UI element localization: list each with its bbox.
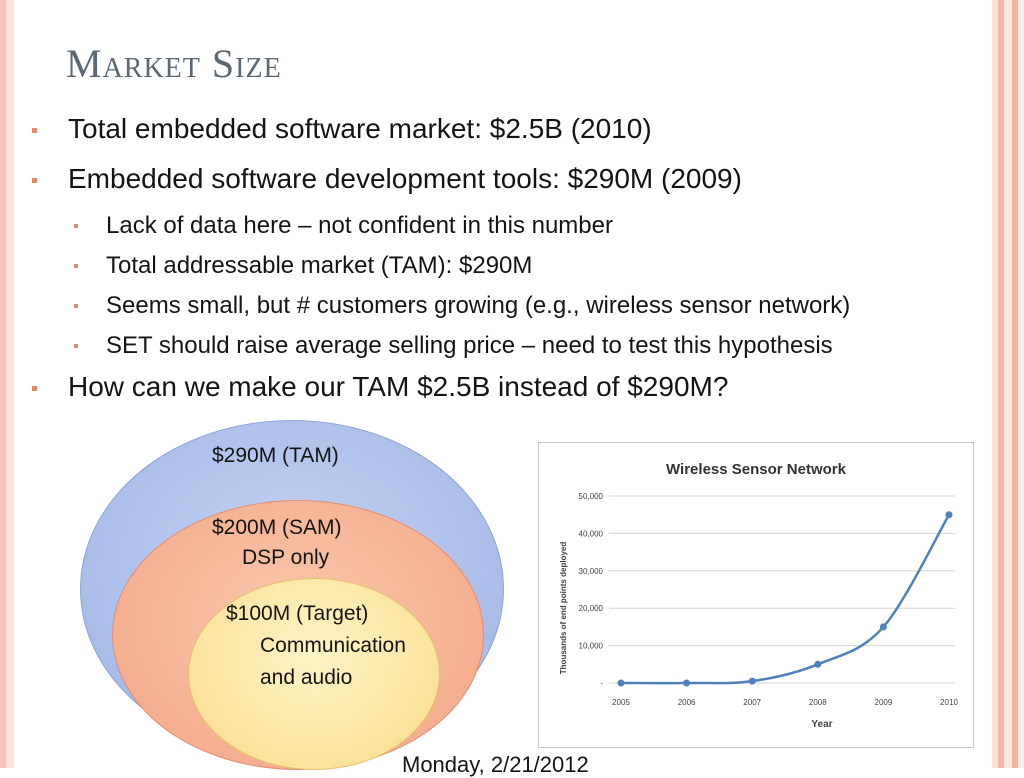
x-tick-label: 2010 — [940, 698, 958, 707]
data-point — [814, 660, 822, 668]
series-line — [620, 514, 951, 685]
bullet-item: Embedded software development tools: $29… — [32, 163, 742, 195]
sub-bullet-item: SET should raise average selling price –… — [74, 332, 833, 360]
footer-date: Monday, 2/21/2012 — [402, 752, 589, 777]
chart-ylabel: Thousands of end points deployed — [559, 542, 568, 675]
y-tick-label: 40,000 — [579, 529, 604, 538]
sub-bullet-item: Total addressable market (TAM): $290M — [74, 252, 533, 280]
data-point — [617, 679, 625, 687]
x-tick-label: 2009 — [875, 698, 893, 707]
tam-label: $290M (TAM) — [212, 444, 339, 467]
sam-label: $200M (SAM) — [212, 516, 342, 539]
data-point — [683, 679, 691, 687]
y-tick-label: 30,000 — [579, 567, 604, 576]
bullet-text: Total addressable market (TAM): $290M — [106, 252, 533, 279]
x-tick-label: 2007 — [743, 698, 761, 707]
y-tick-label: 50,000 — [579, 492, 604, 501]
wireless-sensor-chart: Wireless Sensor Network Year Thousands o… — [538, 442, 974, 748]
data-point — [879, 623, 887, 631]
bullet-text: Seems small, but # customers growing (e.… — [106, 292, 851, 319]
y-tick-label: 10,000 — [579, 642, 604, 651]
chart-title: Wireless Sensor Network — [666, 461, 847, 478]
y-tick-label: 20,000 — [579, 604, 604, 613]
x-tick-label: 2006 — [678, 698, 696, 707]
left-decorative-border — [0, 0, 14, 768]
bullet-marker — [32, 386, 37, 391]
y-tick-label: - — [600, 679, 603, 688]
x-tick-label: 2008 — [809, 698, 827, 707]
chart-xlabel: Year — [811, 719, 832, 730]
bullet-text: How can we make our TAM $2.5B instead of… — [68, 371, 729, 402]
bullet-marker — [32, 128, 37, 133]
target-sublabel-1: Communication — [260, 634, 406, 657]
bullet-text: SET should raise average selling price –… — [106, 332, 833, 359]
target-ellipse — [188, 578, 440, 770]
bullet-marker — [74, 224, 78, 228]
right-decorative-border — [992, 0, 1024, 768]
bullet-list: Total embedded software market: $2.5B (2… — [32, 113, 851, 403]
bullet-item: Total embedded software market: $2.5B (2… — [32, 113, 652, 145]
x-tick-label: 2005 — [612, 698, 630, 707]
data-point — [945, 511, 953, 519]
bullet-text: Lack of data here – not confident in thi… — [106, 212, 613, 239]
bullet-marker — [74, 304, 78, 308]
bullet-marker — [32, 178, 37, 183]
bullet-marker — [74, 344, 78, 348]
bullet-item: How can we make our TAM $2.5B instead of… — [32, 371, 729, 403]
bullet-marker — [74, 264, 78, 268]
market-venn-diagram: $290M (TAM) $200M (SAM) DSP only $100M (… — [80, 420, 504, 770]
sub-bullet-item: Seems small, but # customers growing (e.… — [74, 292, 851, 320]
bullet-text: Total embedded software market: $2.5B (2… — [68, 113, 652, 144]
bullet-text: Embedded software development tools: $29… — [68, 163, 742, 194]
sub-bullet-item: Lack of data here – not confident in thi… — [74, 212, 613, 240]
data-point — [748, 677, 756, 685]
sam-sublabel: DSP only — [242, 546, 330, 569]
target-label: $100M (Target) — [226, 602, 369, 625]
slide-title: Market Size — [66, 41, 282, 86]
target-sublabel-2: and audio — [260, 666, 353, 689]
chart-canvas: Wireless Sensor Network Year Thousands o… — [559, 461, 958, 730]
